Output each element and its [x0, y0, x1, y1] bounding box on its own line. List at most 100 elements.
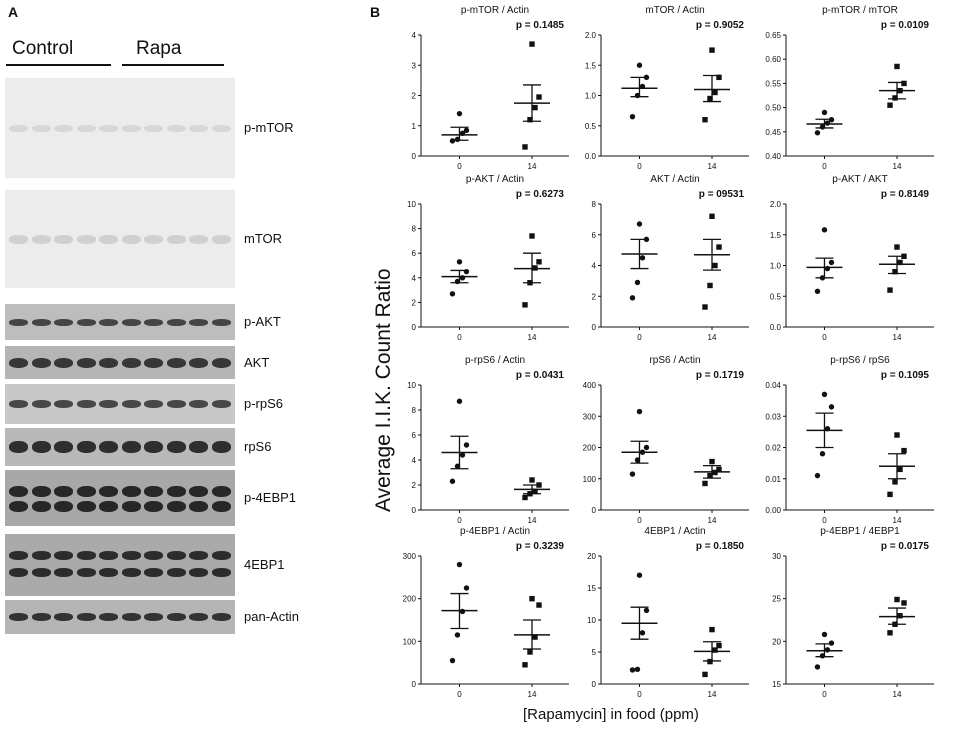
blot-band: [189, 551, 208, 561]
blot-band: [166, 568, 186, 578]
data-point-square: [532, 265, 538, 271]
blot-band: [54, 568, 73, 578]
blot-band: [144, 124, 163, 132]
blot-strip-pan-actin: [5, 600, 235, 634]
blot-band: [166, 234, 186, 244]
blot-band: [54, 500, 73, 512]
x-axis-label: [Rapamycin] in food (ppm): [523, 706, 699, 723]
y-tick-label: 20: [772, 637, 781, 646]
blot-band: [99, 124, 118, 132]
data-point-circle: [629, 113, 636, 120]
y-tick-label: 4: [412, 456, 417, 465]
y-tick-label: 0: [592, 506, 597, 515]
blot-band: [54, 124, 73, 132]
blot-band: [121, 357, 141, 368]
blot-label-p-rps6: p-rpS6: [244, 396, 284, 411]
y-tick-label: 3: [412, 61, 417, 70]
blot-band: [189, 357, 208, 368]
data-point-circle: [463, 127, 470, 133]
data-point-square: [894, 596, 900, 603]
blot-band: [144, 357, 163, 368]
data-point-square: [716, 74, 722, 81]
blot-strip-p-mtor: [5, 78, 235, 178]
blot-band: [121, 400, 141, 408]
y-tick-label: 1.5: [770, 231, 782, 240]
blot-band: [166, 318, 186, 326]
data-point-square: [707, 282, 713, 289]
blot-label-rps6: rpS6: [244, 439, 272, 454]
blot-strip-akt: [5, 346, 235, 379]
y-tick-label: 0.0: [770, 323, 782, 332]
blot-band: [76, 318, 96, 326]
data-point-circle: [636, 572, 643, 578]
y-tick-label: 6: [412, 431, 417, 440]
blot-band: [99, 441, 118, 453]
y-tick-label: 2: [592, 292, 597, 301]
y-tick-label: 30: [772, 552, 781, 561]
data-point-square: [712, 89, 718, 96]
plot-title: p-rpS6 / Actin: [465, 355, 525, 366]
data-point-square: [897, 259, 903, 266]
data-point-square: [897, 466, 903, 473]
blot-band: [99, 234, 118, 244]
data-point-circle: [639, 449, 646, 455]
y-tick-label: 4: [412, 274, 417, 283]
blot-band: [76, 568, 96, 578]
data-point-square: [529, 595, 535, 602]
data-point-square: [532, 634, 538, 640]
x-tick-label: 14: [528, 333, 537, 342]
y-tick-label: 20: [587, 552, 596, 561]
data-point-circle: [821, 227, 828, 233]
data-point-square: [529, 477, 535, 483]
x-tick-label: 14: [893, 333, 902, 342]
data-point-square: [532, 488, 538, 494]
data-point-circle: [463, 268, 470, 275]
x-tick-label: 0: [822, 516, 827, 525]
blot-label-4ebp1: 4EBP1: [244, 557, 285, 572]
plot-title: p-rpS6 / rpS6: [830, 355, 890, 366]
blot-band: [211, 357, 231, 368]
blot-band: [211, 441, 231, 453]
blot-band: [99, 613, 118, 621]
data-point-square: [527, 649, 533, 655]
p-value-label: p = 0.1095: [881, 370, 930, 381]
data-point-square: [529, 41, 535, 47]
y-tick-label: 10: [407, 381, 416, 390]
data-point-circle: [629, 667, 636, 673]
data-point-circle: [824, 120, 831, 126]
y-tick-label: 25: [772, 595, 781, 604]
y-tick-label: 0.03: [765, 412, 781, 421]
y-tick-label: 0.04: [765, 381, 781, 390]
data-point-circle: [819, 653, 826, 659]
x-tick-label: 14: [528, 516, 537, 525]
data-point-circle: [459, 608, 466, 615]
y-tick-label: 1: [412, 122, 417, 131]
data-point-circle: [634, 92, 641, 99]
y-tick-label: 4: [412, 31, 417, 40]
blot-band: [144, 500, 163, 512]
data-point-circle: [459, 275, 466, 281]
data-point-circle: [459, 452, 466, 458]
blot-band: [144, 234, 163, 244]
blot-band: [31, 124, 51, 132]
x-tick-label: 0: [457, 516, 462, 525]
data-point-square: [892, 479, 898, 485]
data-point-square: [709, 213, 715, 219]
data-point-square: [522, 662, 528, 668]
y-tick-label: 8: [592, 200, 597, 209]
data-point-circle: [828, 640, 835, 646]
blot-band: [54, 441, 73, 453]
blot-band: [54, 613, 73, 621]
y-tick-label: 300: [403, 552, 417, 561]
control-group-line: [6, 64, 111, 66]
blot-band: [166, 400, 186, 408]
data-point-square: [527, 117, 533, 123]
data-point-circle: [636, 221, 643, 227]
plot-title: p-mTOR / Actin: [461, 5, 529, 16]
y-tick-label: 0.50: [765, 104, 781, 113]
blot-band: [166, 613, 186, 621]
data-point-square: [897, 87, 903, 94]
y-tick-label: 5: [592, 648, 597, 657]
data-point-square: [887, 630, 893, 636]
plot-title: p-AKT / Actin: [466, 174, 524, 185]
